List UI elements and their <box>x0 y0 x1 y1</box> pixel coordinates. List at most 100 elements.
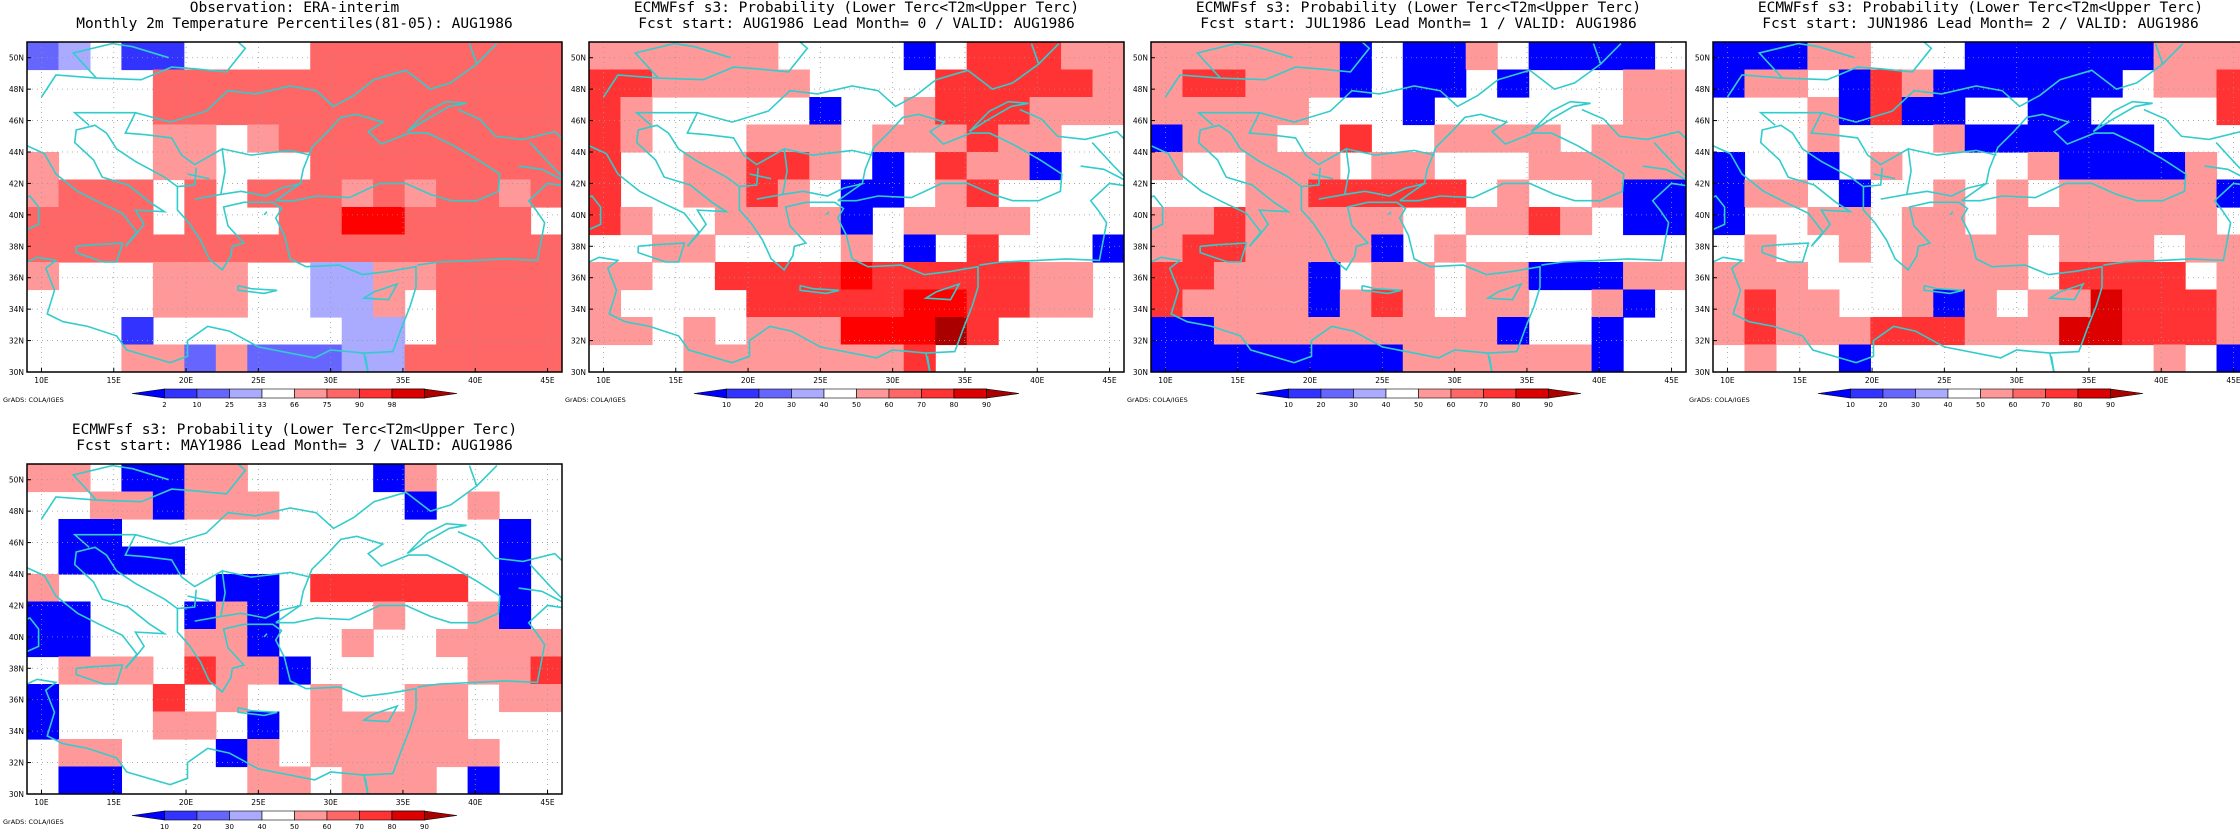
coastline <box>518 165 562 181</box>
coastline <box>686 112 788 200</box>
grid-cell <box>341 766 374 794</box>
colorbar-segment <box>856 388 890 399</box>
colorbar-segment <box>1980 388 2014 399</box>
grid-cell <box>1744 234 1777 263</box>
grid-cell <box>310 234 343 263</box>
grid-cell <box>1465 42 1498 71</box>
grid-cell <box>714 42 747 71</box>
coastline <box>177 589 197 610</box>
grid-cell <box>1560 152 1593 181</box>
colorbar-segment <box>2012 388 2046 399</box>
coastline <box>1863 167 1883 188</box>
colorbar-end-left <box>1255 388 1289 399</box>
lat-tick-label: 50N <box>1133 54 1148 63</box>
grid-cell <box>1276 42 1309 71</box>
coastline <box>1151 124 1541 364</box>
colorbar-segment <box>1850 388 1884 399</box>
colorbar-segment <box>1947 388 1981 399</box>
colorbar-label: 70 <box>1479 401 1488 409</box>
grid-cell <box>1807 207 1840 236</box>
coastline <box>561 668 562 676</box>
coastline <box>837 113 1063 202</box>
grid-cell <box>2059 289 2092 318</box>
colorbar-label: 90 <box>982 401 991 409</box>
grads-credit: GrADS: COLA/IGES <box>3 396 64 404</box>
grid-cell <box>152 234 185 263</box>
coastline <box>40 42 247 98</box>
lon-tick-label: 25E <box>1937 376 1952 385</box>
grid-cell <box>310 124 343 153</box>
panel-title-line-1: ECMWFsf s3: Probability (Lower Terc<T2m<… <box>1758 0 2203 16</box>
grid-cell <box>341 344 374 372</box>
lon-tick-label: 25E <box>251 376 266 385</box>
grid-cell <box>1276 179 1309 208</box>
lat-tick-label: 36N <box>9 696 24 705</box>
colorbar-label: 70 <box>355 823 364 831</box>
grid-cell <box>1744 289 1777 318</box>
grid-cell <box>966 42 999 71</box>
coastline <box>1019 108 1124 141</box>
colorbar-label: 10 <box>193 401 202 409</box>
grid-cell <box>2027 42 2060 71</box>
grid-cell <box>184 97 217 126</box>
coastline <box>589 124 979 364</box>
grid-cell <box>1775 289 1809 318</box>
coastline <box>72 465 478 548</box>
grid-cell <box>310 152 343 181</box>
grid-cell <box>1339 317 1372 346</box>
colorbar-label: 20 <box>1879 401 1888 409</box>
grid-cell <box>467 491 500 520</box>
grid-cell <box>184 42 217 71</box>
colorbar-end-left <box>693 388 727 399</box>
grid-cell <box>2090 152 2123 181</box>
lat-tick-label: 46N <box>9 117 24 126</box>
coastline <box>1713 124 2103 364</box>
grid-cell <box>809 207 842 236</box>
grid-cell <box>404 739 437 768</box>
grid-cell <box>89 179 123 208</box>
grid-cell <box>184 152 217 181</box>
colorbar-label: 70 <box>917 401 926 409</box>
grid-cell <box>1528 207 1561 236</box>
grid-cell <box>89 491 123 520</box>
grid-cell <box>589 179 622 208</box>
lon-tick-label: 35E <box>396 798 411 807</box>
grid-cell <box>1061 97 1094 126</box>
grid-cell <box>777 289 810 318</box>
grid-cell <box>1182 289 1215 318</box>
lat-tick-label: 30N <box>9 368 24 377</box>
grid-cell <box>1560 42 1593 71</box>
grid-cell <box>310 711 343 740</box>
lon-tick-label: 10E <box>34 376 49 385</box>
grid-cell <box>1996 124 2029 153</box>
grid-cell <box>499 97 532 126</box>
grid-cell <box>499 207 532 236</box>
grid-cell <box>1901 97 1934 126</box>
grid-cell <box>341 711 374 740</box>
grid-cell <box>1402 152 1435 181</box>
grid-cell <box>404 42 437 71</box>
grid-cell <box>373 152 406 181</box>
grid-cell <box>714 262 747 291</box>
grid-cell <box>1654 69 1686 98</box>
grid-cell <box>2090 179 2123 208</box>
grid-cell <box>1245 152 1278 181</box>
grid-cell <box>184 344 217 372</box>
grid-cell <box>777 262 810 291</box>
grid-cell <box>1029 289 1062 318</box>
lat-tick-label: 42N <box>1695 179 1710 188</box>
colorbar-label: 90 <box>420 823 429 831</box>
grid-cell <box>1528 152 1561 181</box>
grid-cell <box>2122 42 2155 71</box>
grid-cell <box>1308 42 1341 71</box>
colorbar-label: 75 <box>323 401 332 409</box>
grid-cell <box>152 262 185 291</box>
grid-cell <box>530 152 562 181</box>
colorbar-segment <box>294 810 328 821</box>
grid-cell <box>2216 69 2240 98</box>
panel-title-line-1: ECMWFsf s3: Probability (Lower Terc<T2m<… <box>634 0 1079 16</box>
grid-cell <box>2185 317 2218 346</box>
grid-cell <box>278 207 311 236</box>
grid-cell <box>436 289 469 318</box>
grid-cell <box>1061 69 1094 98</box>
